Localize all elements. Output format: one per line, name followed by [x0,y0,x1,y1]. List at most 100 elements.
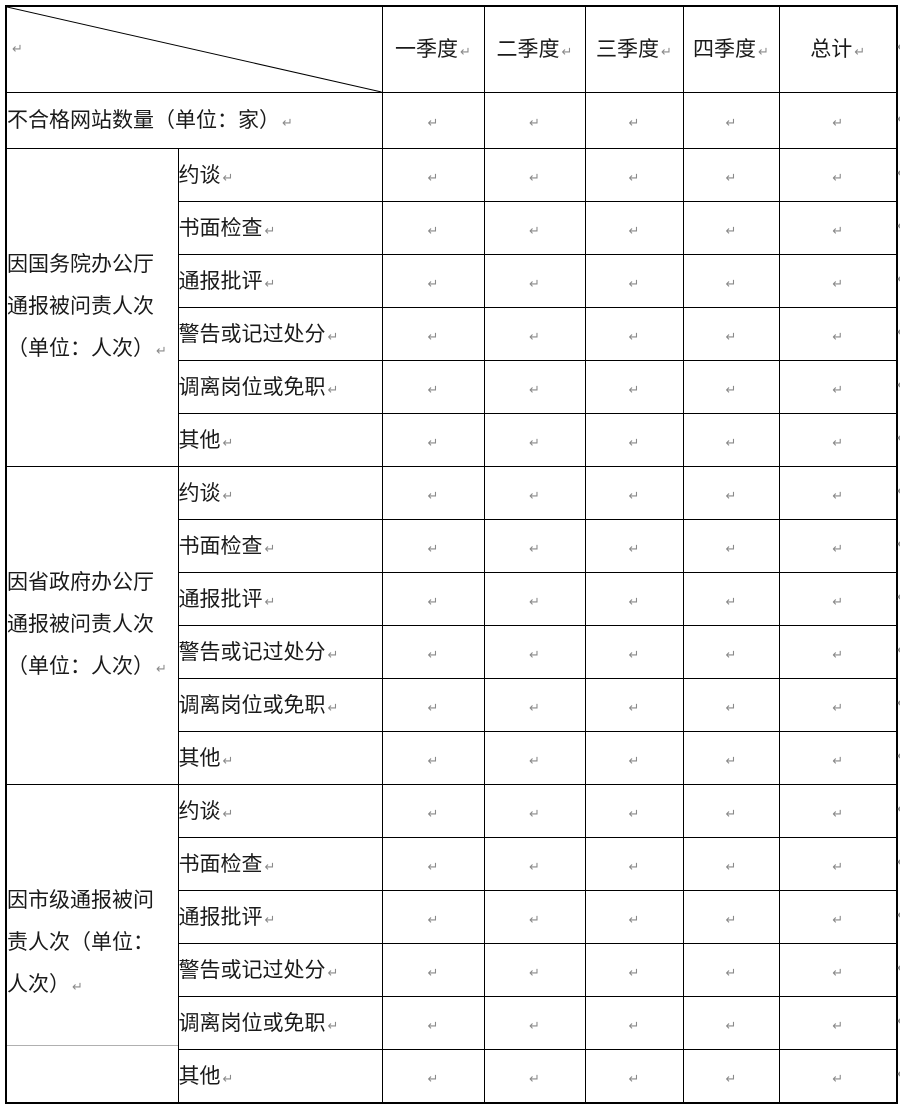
data-cell[interactable]: ↵ [584,413,684,467]
data-cell[interactable]: ↵ [381,360,485,414]
data-cell-q2[interactable]: ↵ [483,92,586,149]
data-cell[interactable]: ↵ [483,678,586,732]
data-cell[interactable]: ↵ [584,784,684,838]
data-cell-q4[interactable]: ↵ [682,92,780,149]
data-cell[interactable]: ↵ [778,413,898,467]
data-cell[interactable]: ↵ [584,519,684,573]
data-cell[interactable]: ↵ [381,1049,485,1104]
data-cell[interactable]: ↵ [682,996,780,1050]
data-cell[interactable]: ↵ [381,307,485,361]
data-cell[interactable]: ↵ [483,254,586,308]
data-cell[interactable]: ↵ [584,678,684,732]
data-cell[interactable]: ↵ [682,360,780,414]
data-cell[interactable]: ↵ [483,519,586,573]
data-cell[interactable]: ↵ [682,201,780,255]
data-cell[interactable]: ↵ [682,254,780,308]
data-cell[interactable]: ↵ [778,307,898,361]
data-cell[interactable]: ↵ [584,943,684,997]
data-cell[interactable]: ↵ [483,148,586,202]
data-cell[interactable]: ↵ [584,572,684,626]
data-cell[interactable]: ↵ [381,519,485,573]
pilcrow-mark: ↵ [427,753,439,769]
data-cell[interactable]: ↵ [483,360,586,414]
data-cell[interactable]: ↵ [682,678,780,732]
data-cell[interactable]: ↵ [483,466,586,520]
data-cell[interactable]: ↵ [381,201,485,255]
data-cell[interactable]: ↵ [381,890,485,944]
data-cell[interactable]: ↵ [584,837,684,891]
data-cell[interactable]: ↵ [778,466,898,520]
data-cell[interactable]: ↵ [381,625,485,679]
data-cell[interactable]: ↵ [778,625,898,679]
data-cell[interactable]: ↵ [778,519,898,573]
data-cell[interactable]: ↵ [381,254,485,308]
data-cell[interactable]: ↵ [584,148,684,202]
group-label-text: 通报被问责人次 [7,293,154,318]
data-cell[interactable]: ↵ [682,943,780,997]
data-cell[interactable]: ↵ [778,731,898,785]
data-cell[interactable]: ↵ [778,678,898,732]
data-cell[interactable]: ↵ [778,996,898,1050]
data-cell[interactable]: ↵ [483,943,586,997]
pilcrow-mark: ↵ [725,382,737,398]
data-cell[interactable]: ↵ [483,731,586,785]
data-cell[interactable]: ↵ [778,943,898,997]
data-cell[interactable]: ↵ [483,784,586,838]
data-cell[interactable]: ↵ [584,731,684,785]
data-cell[interactable]: ↵ [584,201,684,255]
data-cell[interactable]: ↵ [682,307,780,361]
data-cell[interactable]: ↵ [381,837,485,891]
data-cell[interactable]: ↵ [778,837,898,891]
data-cell[interactable]: ↵ [682,837,780,891]
data-cell[interactable]: ↵ [381,466,485,520]
data-cell[interactable]: ↵ [682,731,780,785]
data-cell[interactable]: ↵ [778,890,898,944]
data-cell[interactable]: ↵ [778,784,898,838]
data-cell[interactable]: ↵ [682,1049,780,1104]
data-cell[interactable]: ↵ [483,837,586,891]
data-cell[interactable]: ↵ [778,360,898,414]
data-cell[interactable]: ↵ [381,996,485,1050]
data-cell-q1[interactable]: ↵ [381,92,485,149]
data-cell[interactable]: ↵ [584,625,684,679]
data-cell[interactable]: ↵ [682,148,780,202]
data-cell[interactable]: ↵ [682,413,780,467]
data-cell[interactable]: ↵ [381,572,485,626]
data-cell[interactable]: ↵ [483,625,586,679]
data-cell[interactable]: ↵ [584,254,684,308]
data-cell[interactable]: ↵ [584,307,684,361]
data-cell[interactable]: ↵ [483,307,586,361]
data-cell[interactable]: ↵ [584,1049,684,1104]
data-cell[interactable]: ↵ [381,943,485,997]
data-cell[interactable]: ↵ [584,360,684,414]
data-cell[interactable]: ↵ [584,466,684,520]
data-cell[interactable]: ↵ [682,466,780,520]
data-cell[interactable]: ↵ [381,731,485,785]
data-cell[interactable]: ↵ [682,625,780,679]
data-cell[interactable]: ↵ [682,572,780,626]
data-cell[interactable]: ↵ [778,254,898,308]
data-cell[interactable]: ↵ [483,201,586,255]
data-cell[interactable]: ↵ [381,678,485,732]
data-cell[interactable]: ↵ [483,890,586,944]
data-cell[interactable]: ↵ [483,1049,586,1104]
data-cell-total[interactable]: ↵ [778,92,898,149]
data-cell[interactable]: ↵ [381,148,485,202]
data-cell[interactable]: ↵ [483,572,586,626]
data-cell[interactable]: ↵ [778,148,898,202]
data-cell[interactable]: ↵ [682,890,780,944]
data-cell[interactable]: ↵ [778,1049,898,1104]
data-cell[interactable]: ↵ [778,572,898,626]
data-cell[interactable]: ↵ [483,996,586,1050]
data-cell[interactable]: ↵ [778,201,898,255]
data-cell[interactable]: ↵ [483,413,586,467]
data-cell[interactable]: ↵ [381,784,485,838]
data-cell[interactable]: ↵ [584,996,684,1050]
data-cell[interactable]: ↵ [584,890,684,944]
data-cell[interactable]: ↵ [682,784,780,838]
pilcrow-mark: ↵ [725,276,737,292]
data-cell[interactable]: ↵ [381,413,485,467]
data-cell[interactable]: ↵ [682,519,780,573]
pilcrow-mark: ↵ [427,700,439,716]
data-cell-q3[interactable]: ↵ [584,92,684,149]
